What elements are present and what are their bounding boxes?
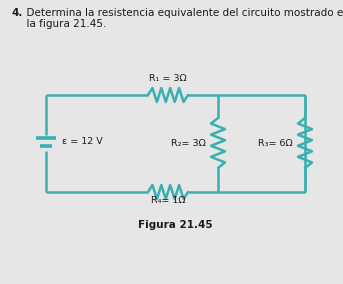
Text: 4.: 4. <box>12 8 23 18</box>
Text: R₃= 6Ω: R₃= 6Ω <box>258 139 293 147</box>
Text: R₁ = 3Ω: R₁ = 3Ω <box>149 74 187 83</box>
Text: Determina la resistencia equivalente del circuito mostrado en: Determina la resistencia equivalente del… <box>20 8 343 18</box>
Text: R₂= 3Ω: R₂= 3Ω <box>171 139 206 147</box>
Text: Figura 21.45: Figura 21.45 <box>138 220 213 230</box>
Text: ε = 12 V: ε = 12 V <box>62 137 103 147</box>
Text: la figura 21.45.: la figura 21.45. <box>20 19 106 29</box>
Text: R₄= 1Ω: R₄= 1Ω <box>151 196 185 205</box>
